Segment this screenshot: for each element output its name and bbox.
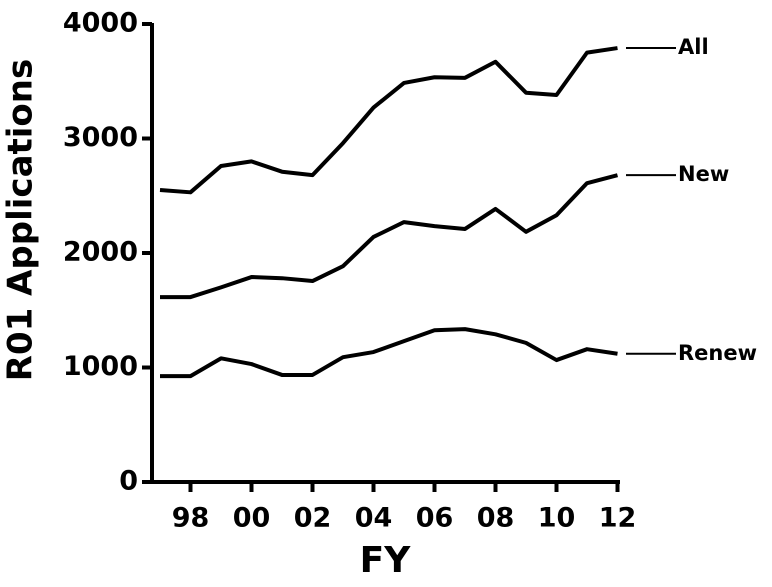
x-tick-label: 02	[294, 503, 332, 534]
series-line	[160, 327, 618, 379]
y-tick-label: 1000	[63, 351, 138, 382]
x-tick-label: 10	[538, 503, 576, 534]
legend-label: Renew	[678, 341, 757, 365]
legend-label: All	[678, 35, 709, 59]
y-tick-label: 0	[119, 466, 138, 497]
series-line	[160, 173, 619, 300]
x-tick-label: 04	[355, 503, 393, 534]
y-tick-label: 3000	[63, 122, 138, 153]
y-tick-label: 4000	[63, 8, 138, 39]
x-axis-label: FY	[360, 540, 412, 581]
series-line	[159, 46, 618, 195]
y-axis-label: R01 Applications	[1, 59, 41, 381]
x-tick-label: 98	[172, 503, 210, 534]
legend-label: New	[678, 162, 729, 186]
x-tick-label: 08	[477, 503, 515, 534]
x-tick-label: 00	[233, 503, 271, 534]
x-tick-label: 06	[416, 503, 454, 534]
y-tick-label: 2000	[63, 237, 138, 268]
x-tick-label: 12	[599, 503, 637, 534]
